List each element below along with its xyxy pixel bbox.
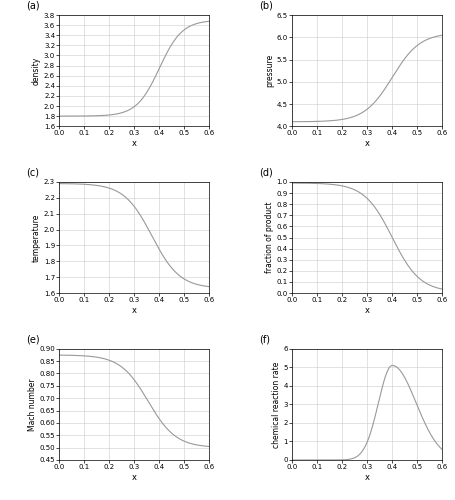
Text: (e): (e) [26, 334, 40, 344]
X-axis label: x: x [131, 139, 136, 148]
Y-axis label: fraction of product: fraction of product [264, 202, 273, 273]
Y-axis label: temperature: temperature [32, 214, 41, 262]
Text: (c): (c) [26, 168, 39, 177]
X-axis label: x: x [131, 306, 136, 315]
X-axis label: x: x [364, 473, 369, 482]
Text: (f): (f) [258, 334, 269, 344]
Y-axis label: Mach number: Mach number [27, 378, 36, 430]
Y-axis label: pressure: pressure [264, 54, 273, 87]
Text: (b): (b) [258, 0, 273, 10]
X-axis label: x: x [131, 473, 136, 482]
X-axis label: x: x [364, 306, 369, 315]
Y-axis label: chemical reaction rate: chemical reaction rate [271, 361, 280, 448]
Text: (a): (a) [26, 0, 40, 10]
Y-axis label: density: density [32, 56, 41, 84]
X-axis label: x: x [364, 139, 369, 148]
Text: (d): (d) [258, 168, 272, 177]
